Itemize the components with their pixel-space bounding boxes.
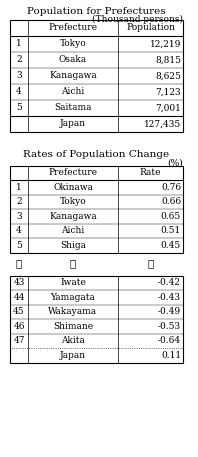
- Text: -0.42: -0.42: [158, 278, 181, 287]
- Text: Japan: Japan: [60, 119, 86, 128]
- Text: -0.49: -0.49: [158, 308, 181, 316]
- Text: 8,815: 8,815: [155, 55, 181, 64]
- Text: Population for Prefectures: Population for Prefectures: [27, 7, 166, 16]
- Text: Rates of Population Change: Rates of Population Change: [23, 150, 169, 159]
- Text: Wakayama: Wakayama: [49, 308, 98, 316]
- Text: Aichi: Aichi: [61, 226, 85, 235]
- Text: 44: 44: [13, 293, 25, 302]
- Text: 4: 4: [16, 87, 22, 96]
- Text: 2: 2: [16, 55, 22, 64]
- Text: Osaka: Osaka: [59, 55, 87, 64]
- Text: 45: 45: [13, 308, 25, 316]
- Text: 3: 3: [16, 71, 22, 80]
- Text: 7,123: 7,123: [155, 87, 181, 96]
- Text: -0.53: -0.53: [158, 322, 181, 331]
- Text: 1: 1: [16, 183, 22, 192]
- Text: -0.43: -0.43: [158, 293, 181, 302]
- Text: 8,625: 8,625: [155, 71, 181, 80]
- Text: -0.64: -0.64: [158, 336, 181, 345]
- Text: Population: Population: [126, 23, 175, 32]
- Text: Iwate: Iwate: [60, 278, 86, 287]
- Text: Okinawa: Okinawa: [53, 183, 93, 192]
- Text: Yamagata: Yamagata: [50, 293, 95, 302]
- Text: Shimane: Shimane: [53, 322, 93, 331]
- Text: 12,219: 12,219: [150, 39, 181, 48]
- Text: 47: 47: [13, 336, 25, 345]
- Text: Akita: Akita: [61, 336, 85, 345]
- Text: 127,435: 127,435: [144, 119, 181, 128]
- Text: 43: 43: [13, 278, 25, 287]
- Text: Prefecture: Prefecture: [49, 23, 97, 32]
- Text: Saitama: Saitama: [54, 103, 92, 112]
- Text: Shiga: Shiga: [60, 241, 86, 250]
- Text: Tokyo: Tokyo: [60, 197, 86, 206]
- Text: 3: 3: [16, 212, 22, 221]
- Text: 0.11: 0.11: [161, 351, 181, 360]
- Text: 4: 4: [16, 226, 22, 235]
- Text: 2: 2: [16, 197, 22, 206]
- Text: ⋮: ⋮: [147, 260, 154, 269]
- Text: 0.66: 0.66: [161, 197, 181, 206]
- Text: 46: 46: [13, 322, 25, 331]
- Text: 5: 5: [16, 241, 22, 250]
- Text: 0.45: 0.45: [161, 241, 181, 250]
- Text: (%): (%): [167, 159, 183, 168]
- Text: Rate: Rate: [140, 168, 161, 177]
- Text: Japan: Japan: [60, 351, 86, 360]
- Text: Prefecture: Prefecture: [49, 168, 97, 177]
- Text: Tokyo: Tokyo: [60, 39, 86, 48]
- Text: 1: 1: [16, 39, 22, 48]
- Text: 7,001: 7,001: [155, 103, 181, 112]
- Text: 0.65: 0.65: [161, 212, 181, 221]
- Text: Kanagawa: Kanagawa: [49, 212, 97, 221]
- Text: ⋮: ⋮: [70, 260, 76, 269]
- Text: 0.76: 0.76: [161, 183, 181, 192]
- Text: 5: 5: [16, 103, 22, 112]
- Text: (Thousand persons): (Thousand persons): [92, 15, 183, 24]
- Text: Aichi: Aichi: [61, 87, 85, 96]
- Text: ⋮: ⋮: [16, 260, 22, 269]
- Text: 0.51: 0.51: [161, 226, 181, 235]
- Text: Kanagawa: Kanagawa: [49, 71, 97, 80]
